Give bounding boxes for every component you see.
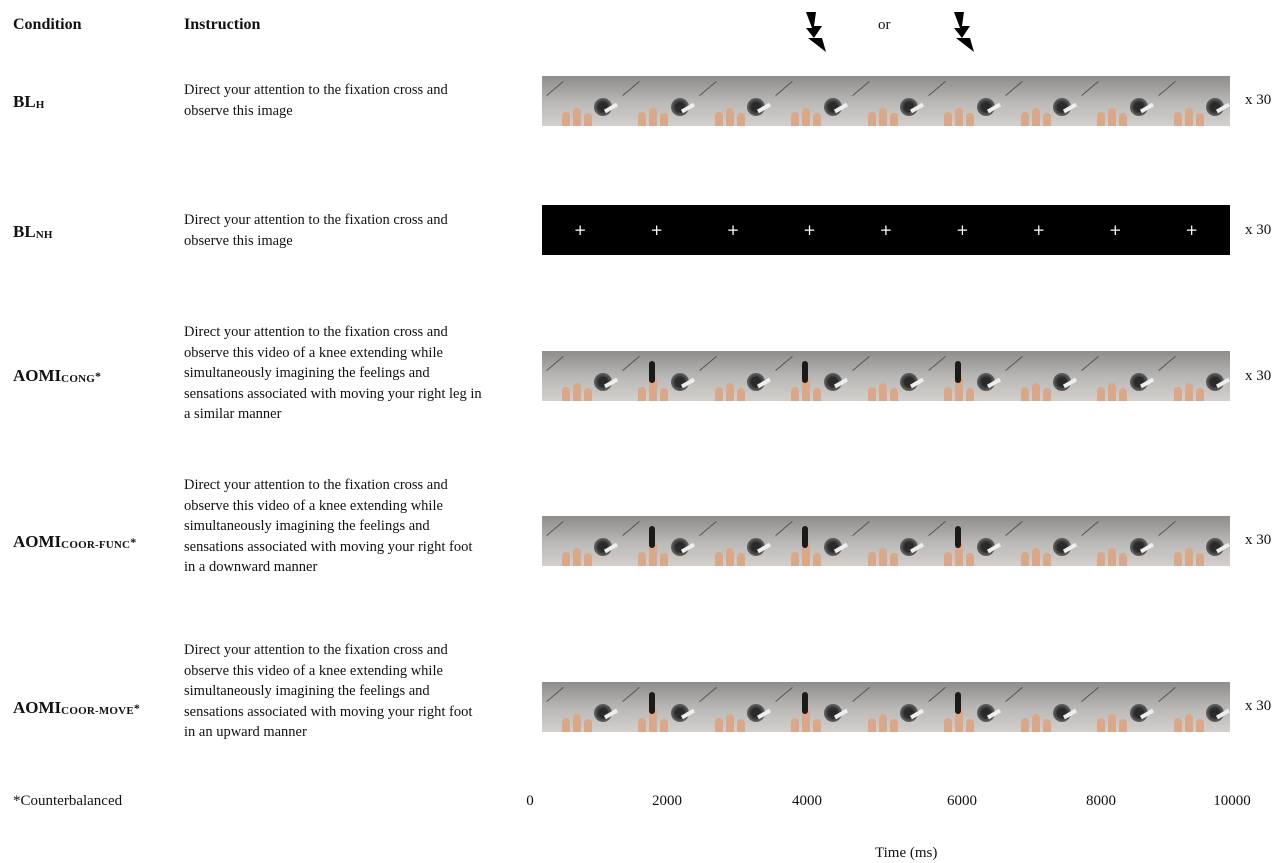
video-frame	[771, 516, 848, 566]
time-tick: 10000	[1213, 793, 1251, 809]
condition-label: AOMICOOR-MOVE*	[13, 698, 140, 718]
time-tick: 6000	[947, 793, 977, 809]
stimulus-strip	[542, 76, 1230, 126]
video-frame	[618, 682, 695, 732]
condition-header: Condition	[13, 16, 82, 33]
instruction-text: Direct your attention to the fixation cr…	[184, 477, 473, 575]
fixation-cross: +	[726, 221, 740, 239]
lightning-bolt-icon	[954, 12, 974, 52]
video-frame	[542, 76, 619, 126]
condition-label: BLNH	[13, 222, 53, 242]
condition-label: AOMICOOR-FUNC*	[13, 532, 136, 552]
fixation-cross: +	[1032, 221, 1046, 239]
fixation-cross: +	[803, 221, 816, 239]
video-frame	[1077, 351, 1154, 401]
condition-asterisk: *	[94, 369, 101, 383]
instruction-header: Instruction	[184, 16, 261, 33]
repeat-count: x 30	[1245, 92, 1272, 108]
video-frame	[1153, 682, 1230, 732]
video-frame	[1000, 516, 1078, 566]
video-frame	[618, 76, 695, 126]
time-tick: 8000	[1086, 793, 1116, 809]
time-axis-label: Time (ms)	[875, 845, 938, 861]
video-frame	[542, 351, 619, 401]
video-frame	[847, 682, 925, 732]
condition-subscript: H	[35, 99, 45, 111]
instruction-text: Direct your attention to the fixation cr…	[184, 642, 473, 740]
fixation-cross: +	[650, 221, 663, 239]
repeat-count: x 30	[1245, 698, 1272, 714]
condition-base: AOMI	[13, 698, 62, 717]
condition-subscript: COOR-FUNC	[61, 539, 131, 551]
video-frame	[924, 682, 1001, 732]
video-frame	[1153, 76, 1230, 126]
or-label: or	[878, 17, 891, 33]
video-frame	[847, 351, 925, 401]
video-frame	[694, 76, 772, 126]
condition-subscript: CONG	[61, 373, 95, 385]
fixation-cross: +	[1108, 221, 1122, 239]
condition-label: BLH	[13, 92, 44, 112]
video-frame	[1153, 516, 1230, 566]
time-tick: 4000	[792, 793, 822, 809]
condition-asterisk: *	[133, 701, 140, 715]
video-frame	[924, 76, 1001, 126]
fixation-cross: +	[573, 221, 587, 239]
video-frame	[1000, 351, 1078, 401]
video-frame	[1077, 76, 1154, 126]
time-tick: 2000	[652, 793, 682, 809]
video-frame	[771, 351, 848, 401]
video-frame	[542, 682, 619, 732]
condition-base: BL	[13, 222, 36, 241]
fixation-cross: +	[956, 221, 969, 239]
lightning-bolt-icon	[806, 12, 826, 52]
condition-base: AOMI	[13, 366, 62, 385]
video-frame	[924, 351, 1001, 401]
footnote: *Counterbalanced	[13, 793, 123, 809]
repeat-count: x 30	[1245, 532, 1272, 548]
video-frame	[1077, 682, 1154, 732]
condition-label: AOMICONG*	[13, 366, 101, 386]
video-frame	[771, 76, 848, 126]
fixation-cross: +	[879, 221, 893, 239]
stimulus-strip	[542, 351, 1230, 401]
instruction-text: Direct your attention to the fixation cr…	[184, 212, 448, 249]
condition-asterisk: *	[130, 535, 137, 549]
condition-base: BL	[13, 92, 36, 111]
video-frame	[1000, 682, 1078, 732]
repeat-count: x 30	[1245, 368, 1272, 384]
video-frame	[924, 516, 1001, 566]
video-frame	[1153, 351, 1230, 401]
video-frame	[771, 682, 848, 732]
stimulus-strip	[542, 516, 1230, 566]
fixation-cross: +	[1185, 221, 1198, 239]
time-tick: 0	[526, 793, 534, 809]
video-frame	[1000, 76, 1078, 126]
instruction-text: Direct your attention to the fixation cr…	[184, 82, 448, 119]
video-frame	[618, 516, 695, 566]
video-frame	[618, 351, 695, 401]
video-frame	[694, 682, 772, 732]
video-frame	[694, 516, 772, 566]
video-frame	[1077, 516, 1154, 566]
video-frame	[694, 351, 772, 401]
condition-subscript: COOR-MOVE	[61, 705, 134, 717]
video-frame	[847, 516, 925, 566]
fixation-strip: + + + + + + + + +	[542, 205, 1230, 255]
repeat-count: x 30	[1245, 222, 1272, 238]
condition-base: AOMI	[13, 532, 62, 551]
video-frame	[542, 516, 619, 566]
video-frame	[847, 76, 925, 126]
stimulus-strip	[542, 682, 1230, 732]
condition-subscript: NH	[35, 229, 53, 241]
instruction-text: Direct your attention to the fixation cr…	[184, 324, 482, 422]
